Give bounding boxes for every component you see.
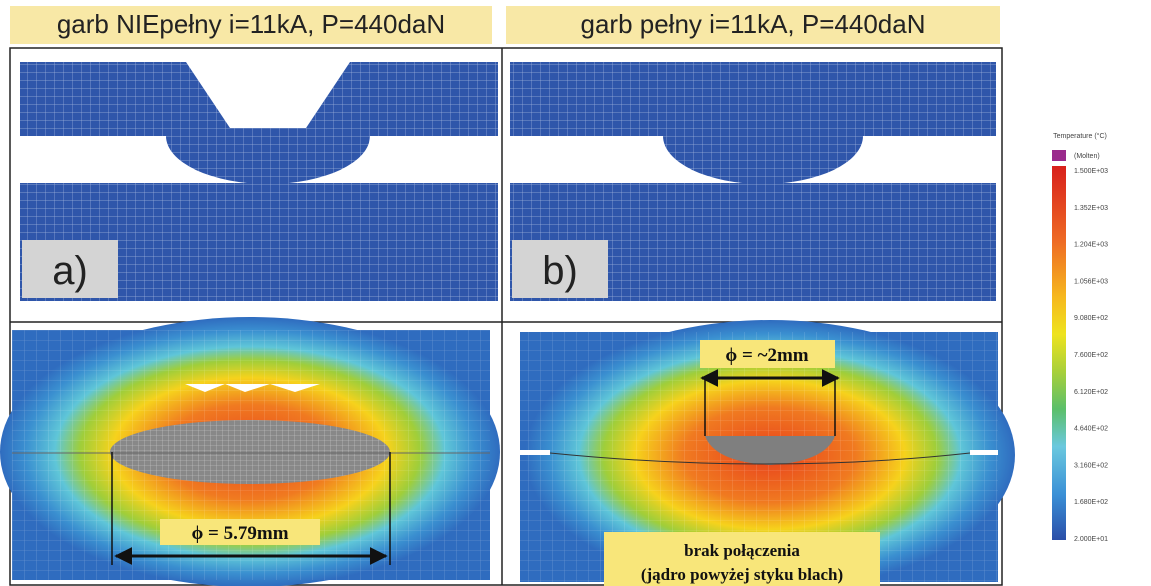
- panel-label: a): [52, 249, 88, 293]
- legend-label: 1.056E+03: [1074, 278, 1108, 285]
- legend: Temperature (°C) (Molten) 1.500E+03 1.352…: [1052, 132, 1108, 543]
- header-title: garb NIEpełny i=11kA, P=440daN: [57, 9, 445, 39]
- legend-label: 6.120E+02: [1074, 389, 1108, 396]
- legend-label: 1.352E+03: [1074, 205, 1108, 212]
- legend-label: 2.000E+01: [1074, 536, 1108, 543]
- legend-label: 3.160E+02: [1074, 462, 1108, 469]
- legend-label: 9.080E+02: [1074, 315, 1108, 322]
- annotation: ϕ = ~2mm: [725, 345, 808, 366]
- panel-label: b): [542, 249, 578, 293]
- mesh-b: b): [510, 62, 996, 301]
- legend-label: 7.600E+02: [1074, 352, 1108, 359]
- legend-title: Temperature (°C): [1053, 132, 1107, 140]
- mesh-a: a): [20, 62, 498, 301]
- legend-label: 1.204E+03: [1074, 242, 1108, 249]
- legend-label: 1.500E+03: [1074, 168, 1108, 175]
- legend-label: 1.680E+02: [1074, 499, 1108, 506]
- annotation: (jądro powyżej styku blach): [641, 565, 843, 584]
- heatmap-b: ϕ = ~2mm brak połączenia (jądro powyżej …: [520, 320, 1015, 586]
- annotation: ϕ = 5.79mm: [191, 523, 288, 544]
- heatmap-a: ϕ = 5.79mm: [0, 317, 500, 586]
- legend-label: (Molten): [1074, 153, 1100, 160]
- page: {"header": {"left": "garb NIEpełny i=11k…: [0, 0, 1151, 586]
- legend-label: 4.640E+02: [1074, 426, 1108, 433]
- annotation: brak połączenia: [684, 541, 800, 560]
- figure: garb NIEpełny i=11kA, P=440daN garb pełn…: [0, 0, 1151, 586]
- header-title: garb pełny i=11kA, P=440daN: [581, 9, 926, 39]
